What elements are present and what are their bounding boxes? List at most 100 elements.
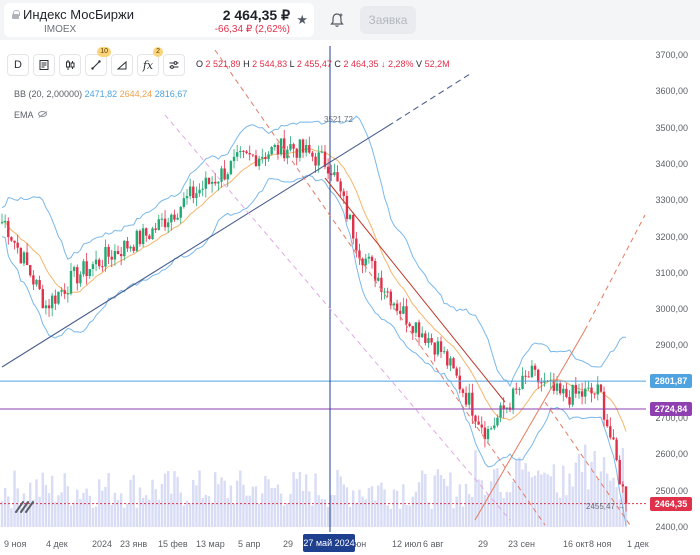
volume-bar — [405, 505, 408, 527]
volume-bar — [612, 477, 615, 527]
candle-body — [399, 310, 402, 314]
volume-bar — [160, 483, 164, 527]
sliders-icon — [169, 61, 179, 69]
candle-body — [214, 181, 217, 184]
notes-button[interactable] — [33, 54, 55, 76]
price-tick-label: 3100,00 — [655, 267, 688, 278]
volume-bar — [571, 486, 574, 527]
volume-bar — [439, 475, 443, 527]
volume-bar — [530, 477, 534, 527]
volume-bar — [436, 469, 440, 527]
volume-bar — [101, 490, 104, 527]
time-tick-label: 13 мар — [196, 539, 225, 549]
candle-body — [207, 177, 211, 184]
candle-body — [245, 151, 248, 153]
ema-label: EMA — [14, 110, 34, 120]
volume-bar — [44, 485, 48, 527]
candle-body — [276, 145, 280, 155]
volume-bar — [41, 472, 44, 527]
chart-area[interactable] — [0, 42, 700, 555]
interval-button[interactable]: D — [7, 54, 29, 76]
candle-body — [157, 219, 160, 230]
ticker-card[interactable]: Индекс МосБиржи IMOEX 2 464,35 ₽ -66,34 … — [4, 3, 314, 37]
candle-body — [110, 256, 113, 260]
candle-body — [254, 155, 258, 167]
volume-bar — [508, 492, 512, 527]
low-key: L — [289, 59, 295, 69]
ema-legend[interactable]: EMA — [14, 110, 47, 120]
candle-body — [383, 291, 386, 293]
bollinger-legend[interactable]: BB (20, 2,00000) 2471,82 2644,24 2816,67 — [14, 89, 187, 99]
indicators-button[interactable]: fx 2 — [137, 47, 163, 76]
candle-body — [615, 439, 618, 461]
volume-bar — [220, 477, 223, 527]
volume-bar — [201, 497, 204, 527]
candle-body — [361, 258, 364, 266]
order-button[interactable]: Заявка — [360, 6, 416, 34]
channel-lower-dashed — [164, 114, 511, 521]
volume-bar — [229, 485, 233, 527]
volume-bar — [493, 469, 496, 527]
volume-bar — [47, 493, 51, 527]
candle-body — [116, 251, 120, 255]
volume-bar — [301, 491, 305, 527]
candle-body — [621, 484, 625, 487]
volume-bar — [132, 474, 135, 527]
price-tick-label: 2900,00 — [655, 340, 688, 351]
high-marker-label: 3521,72 — [324, 115, 353, 124]
volume-bar — [286, 503, 289, 527]
star-icon[interactable]: ★ — [296, 12, 308, 27]
candle-body — [264, 156, 267, 160]
volume-bar — [596, 479, 599, 527]
candle-body — [424, 333, 427, 343]
volume-bar — [414, 491, 418, 527]
uptrend-line — [474, 329, 586, 521]
volume-bar — [91, 507, 95, 527]
candle-body — [483, 427, 487, 440]
time-tick-label: 23 янв — [120, 539, 148, 549]
alert-button[interactable] — [322, 3, 352, 37]
volume-bar — [314, 473, 317, 527]
high-value: 2 544,83 — [252, 59, 288, 69]
volume-bar — [433, 475, 436, 527]
volume-bar — [94, 506, 98, 527]
volume-bar — [486, 493, 490, 527]
candle-body — [182, 198, 186, 207]
candle-body — [270, 147, 273, 155]
volume-bar — [273, 487, 277, 527]
level-tag-blue[interactable]: 2801,87 — [650, 374, 692, 388]
candle-body — [151, 228, 154, 239]
candle-body — [126, 240, 129, 249]
settings-button[interactable] — [163, 54, 185, 76]
volume-bar — [461, 506, 465, 527]
volume-bar — [543, 472, 546, 527]
hidden-eye-icon[interactable] — [37, 111, 47, 117]
volume-bar — [270, 487, 273, 527]
candle-body — [389, 291, 393, 306]
candle-body — [527, 376, 530, 378]
chart-type-button[interactable] — [59, 54, 81, 76]
candle-body — [543, 380, 546, 383]
candle-body — [10, 237, 13, 241]
volume-bar — [383, 489, 386, 527]
note-icon — [39, 60, 49, 70]
level-tag-purple[interactable]: 2724,84 — [650, 402, 692, 416]
volume-bar — [19, 507, 23, 527]
candle-body — [515, 388, 518, 390]
volume-bar — [339, 476, 342, 527]
volume-bar — [455, 496, 458, 527]
last-price-tag[interactable]: 2464,35 — [650, 497, 692, 511]
candle-body — [367, 256, 371, 259]
volume-bar — [157, 499, 160, 527]
candles-icon — [66, 60, 75, 70]
shapes-button[interactable] — [111, 54, 133, 76]
volume-bar — [7, 496, 10, 527]
ticker-title: Индекс МосБиржи — [12, 7, 134, 22]
volume-bar — [72, 502, 76, 527]
volume-bar — [85, 488, 88, 527]
candle-body — [524, 375, 527, 377]
volume-bar — [173, 471, 176, 527]
candle-body — [511, 388, 515, 410]
drawing-tools-button[interactable]: 10 — [85, 47, 111, 76]
